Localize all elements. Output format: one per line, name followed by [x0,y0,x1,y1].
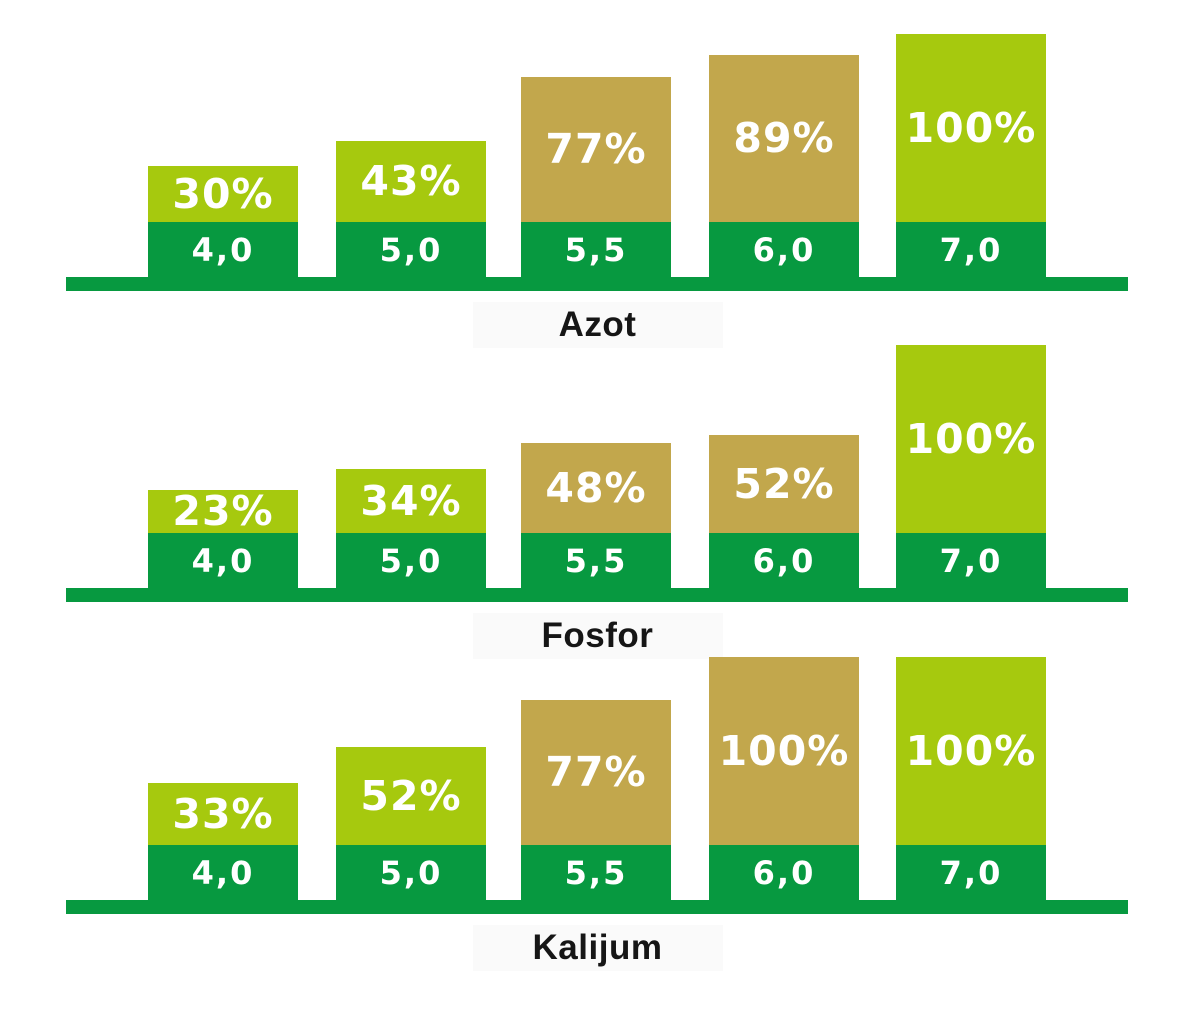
bar-availability-segment: 100% [896,657,1046,845]
kalijum-plot-area: 33% 4,0 52% 5,0 77% 5,5 100% 6,0 100% 7,0 [0,657,1195,914]
bar-ph-4-0: 33% 4,0 [148,783,298,900]
kalijum-title-zone: Kalijum [0,914,1195,971]
bar-ph-label: 6,0 [752,853,816,892]
kalijum-chart-title: Kalijum [472,925,723,971]
bar-ph-label: 5,0 [379,853,443,892]
chart-azot: 30% 4,0 43% 5,0 77% 5,5 89% 6,0 100% 7,0 Azot [0,0,1195,348]
bar-ph-segment: 5,0 [336,222,486,277]
fosfor-title-zone: Fosfor [0,602,1195,659]
bar-ph-label: 7,0 [939,541,1003,580]
bar-ph-6-0: 89% 6,0 [709,55,859,277]
bar-ph-5-5: 48% 5,5 [521,443,671,588]
bar-ph-segment: 4,0 [148,222,298,277]
bar-availability-segment: 33% [148,783,298,845]
bar-ph-segment: 5,5 [521,533,671,588]
chart-kalijum: 33% 4,0 52% 5,0 77% 5,5 100% 6,0 100% 7,0 Kalijum [0,657,1195,971]
azot-title-zone: Azot [0,291,1195,348]
bar-ph-label: 7,0 [939,853,1003,892]
bar-ph-segment: 6,0 [709,845,859,900]
bar-value-label: 33% [172,789,274,838]
bar-value-label: 52% [360,771,462,820]
bar-ph-6-0: 52% 6,0 [709,435,859,588]
bar-ph-segment: 5,0 [336,845,486,900]
bar-value-label: 34% [360,476,462,525]
bar-availability-segment: 77% [521,700,671,845]
bar-ph-label: 4,0 [191,230,255,269]
bar-value-label: 89% [733,114,835,162]
bar-availability-segment: 52% [336,747,486,845]
bar-ph-7-0: 100% 7,0 [896,34,1046,277]
bar-availability-segment: 100% [896,34,1046,222]
bar-ph-label: 5,5 [564,853,628,892]
bar-ph-segment: 4,0 [148,533,298,588]
bar-availability-segment: 100% [896,345,1046,533]
kalijum-axis-baseline [66,900,1128,914]
bar-availability-segment: 100% [709,657,859,845]
bar-ph-segment: 4,0 [148,845,298,900]
bar-ph-4-0: 23% 4,0 [148,490,298,588]
bar-availability-segment: 48% [521,443,671,533]
bar-ph-segment: 5,0 [336,533,486,588]
bar-ph-7-0: 100% 7,0 [896,657,1046,900]
bar-ph-5-5: 77% 5,5 [521,77,671,277]
bar-ph-label: 5,0 [379,230,443,269]
bar-value-label: 52% [733,459,835,508]
bar-availability-segment: 77% [521,77,671,222]
bar-ph-4-0: 30% 4,0 [148,166,298,277]
bar-ph-segment: 7,0 [896,845,1046,900]
bar-ph-segment: 7,0 [896,222,1046,277]
bar-value-label: 30% [172,169,274,218]
bar-value-label: 77% [545,125,647,173]
bar-availability-segment: 43% [336,141,486,222]
bar-ph-segment: 5,5 [521,222,671,277]
bar-ph-label: 7,0 [939,230,1003,269]
bar-value-label: 100% [905,414,1037,463]
bar-availability-segment: 30% [148,166,298,222]
azot-plot-area: 30% 4,0 43% 5,0 77% 5,5 89% 6,0 100% 7,0 [0,0,1195,291]
bar-value-label: 48% [545,463,647,512]
bar-ph-label: 5,5 [564,541,628,580]
bar-ph-label: 5,0 [379,541,443,580]
fosfor-plot-area: 23% 4,0 34% 5,0 48% 5,5 52% 6,0 100% 7,0 [0,345,1195,602]
bar-ph-label: 6,0 [752,230,816,269]
bar-ph-5-0: 52% 5,0 [336,747,486,900]
bar-value-label: 100% [718,726,850,775]
fosfor-chart-title: Fosfor [472,613,723,659]
bar-value-label: 77% [545,748,647,796]
bar-availability-segment: 23% [148,490,298,533]
bar-value-label: 100% [905,726,1037,775]
bar-availability-segment: 34% [336,469,486,533]
bar-ph-5-0: 34% 5,0 [336,469,486,588]
bar-availability-segment: 52% [709,435,859,533]
azot-axis-baseline [66,277,1128,291]
bar-ph-7-0: 100% 7,0 [896,345,1046,588]
azot-chart-title: Azot [472,302,723,348]
chart-fosfor: 23% 4,0 34% 5,0 48% 5,5 52% 6,0 100% 7,0 Fosfor [0,345,1195,659]
bar-ph-label: 4,0 [191,541,255,580]
bar-ph-label: 4,0 [191,853,255,892]
bar-ph-segment: 5,5 [521,845,671,900]
bar-ph-label: 6,0 [752,541,816,580]
bar-ph-5-5: 77% 5,5 [521,700,671,900]
bar-value-label: 100% [905,103,1037,152]
bar-value-label: 23% [172,487,274,535]
bar-value-label: 43% [360,157,462,205]
bar-ph-label: 5,5 [564,230,628,269]
bar-availability-segment: 89% [709,55,859,222]
bar-ph-segment: 6,0 [709,222,859,277]
fosfor-axis-baseline [66,588,1128,602]
bar-ph-segment: 7,0 [896,533,1046,588]
bar-ph-5-0: 43% 5,0 [336,141,486,277]
bar-ph-segment: 6,0 [709,533,859,588]
bar-ph-6-0: 100% 6,0 [709,657,859,900]
